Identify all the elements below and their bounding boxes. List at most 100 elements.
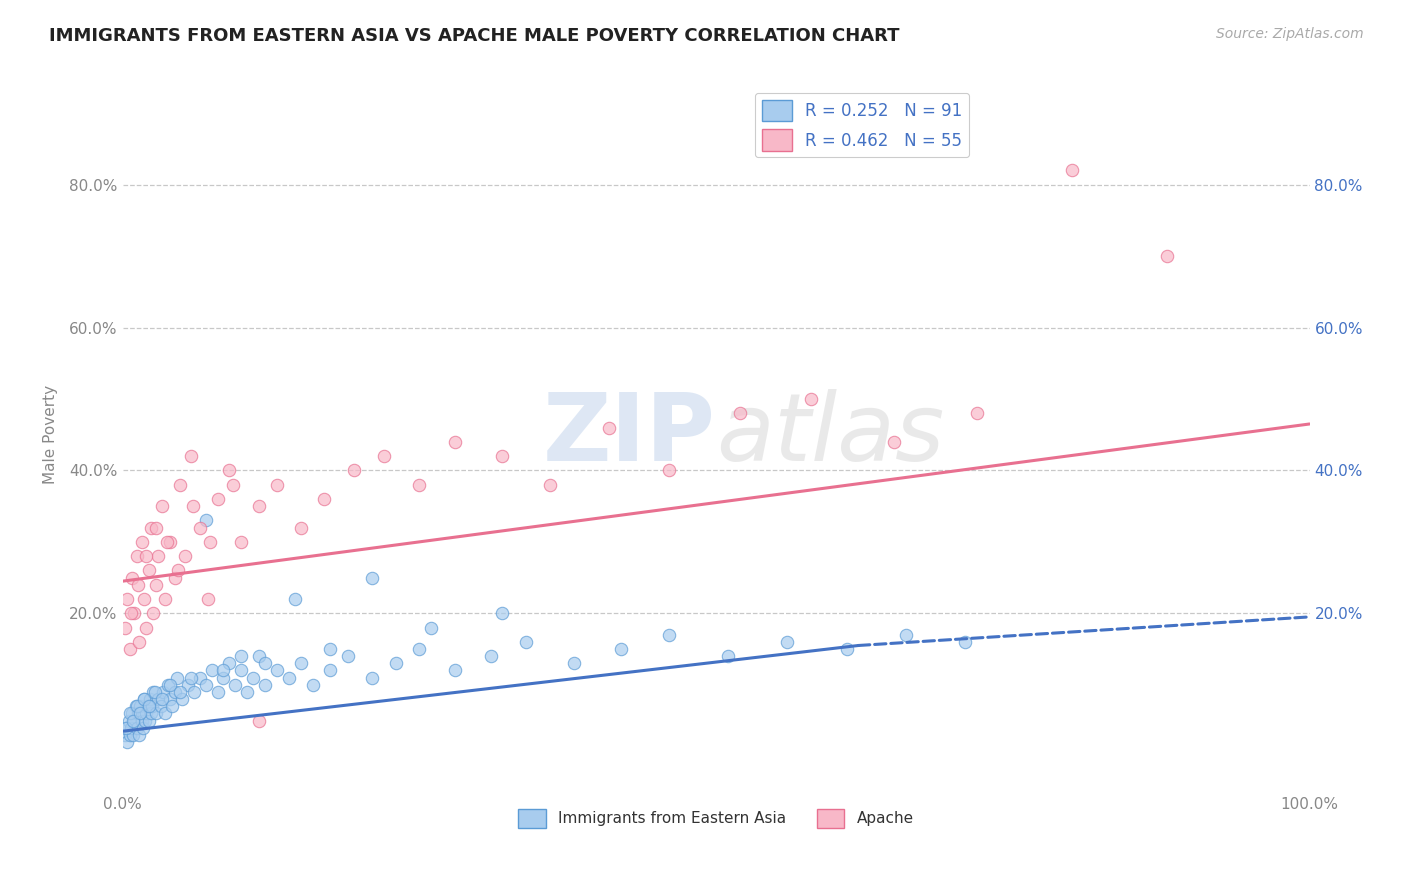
Point [479,649,502,664]
Point [181,499,204,513]
Point [131,714,153,728]
Point [125,721,148,735]
Point [148,549,170,564]
Point [658,463,681,477]
Point [290,657,312,671]
Point [776,635,799,649]
Point [166,671,188,685]
Point [491,449,513,463]
Point [174,549,197,564]
Point [128,728,150,742]
Point [800,392,823,406]
Point [127,578,149,592]
Point [266,477,288,491]
Point [132,692,155,706]
Point [966,406,988,420]
Point [183,685,205,699]
Point [194,678,217,692]
Point [124,714,146,728]
Text: ZIP: ZIP [543,389,716,481]
Point [120,607,142,621]
Point [143,685,166,699]
Point [145,706,167,721]
Point [728,406,751,420]
Point [180,671,202,685]
Point [121,706,143,721]
Point [118,706,141,721]
Point [117,592,139,607]
Text: IMMIGRANTS FROM EASTERN ASIA VS APACHE MALE POVERTY CORRELATION CHART: IMMIGRANTS FROM EASTERN ASIA VS APACHE M… [49,27,900,45]
Point [253,678,276,692]
Point [444,434,467,449]
Point [121,571,143,585]
Point [337,649,360,664]
Point [420,621,443,635]
Point [180,449,202,463]
Point [253,657,276,671]
Point [319,642,342,657]
Point [658,628,681,642]
Point [115,721,138,735]
Point [114,728,136,742]
Point [155,706,177,721]
Point [163,685,186,699]
Point [408,477,430,491]
Point [135,621,157,635]
Point [835,642,858,657]
Point [132,692,155,706]
Point [314,491,336,506]
Text: atlas: atlas [716,389,945,480]
Point [360,671,382,685]
Point [266,664,288,678]
Point [207,491,229,506]
Point [218,463,240,477]
Point [132,592,155,607]
Point [1062,163,1084,178]
Point [236,685,259,699]
Point [162,699,184,714]
Point [301,678,323,692]
Point [231,534,253,549]
Point [384,657,406,671]
Point [142,607,165,621]
Point [124,607,146,621]
Point [167,564,190,578]
Legend: Immigrants from Eastern Asia, Apache: Immigrants from Eastern Asia, Apache [512,803,920,834]
Point [212,664,235,678]
Point [247,499,270,513]
Point [124,699,146,714]
Text: Source: ZipAtlas.com: Source: ZipAtlas.com [1216,27,1364,41]
Point [373,449,395,463]
Point [132,721,155,735]
Point [148,692,170,706]
Point [115,721,138,735]
Point [118,728,141,742]
Point [194,513,217,527]
Point [156,678,179,692]
Point [118,642,141,657]
Point [117,735,139,749]
Point [122,728,145,742]
Point [883,434,905,449]
Point [224,678,246,692]
Point [152,685,174,699]
Point [170,692,193,706]
Point [610,642,633,657]
Point [142,685,165,699]
Point [117,714,139,728]
Point [145,520,167,534]
Point [562,657,585,671]
Point [127,706,149,721]
Point [138,699,160,714]
Point [212,671,235,685]
Point [444,664,467,678]
Point [343,463,366,477]
Point [894,628,917,642]
Point [290,520,312,534]
Point [197,592,219,607]
Point [135,706,157,721]
Point [136,699,159,714]
Point [491,607,513,621]
Point [129,706,152,721]
Point [139,692,162,706]
